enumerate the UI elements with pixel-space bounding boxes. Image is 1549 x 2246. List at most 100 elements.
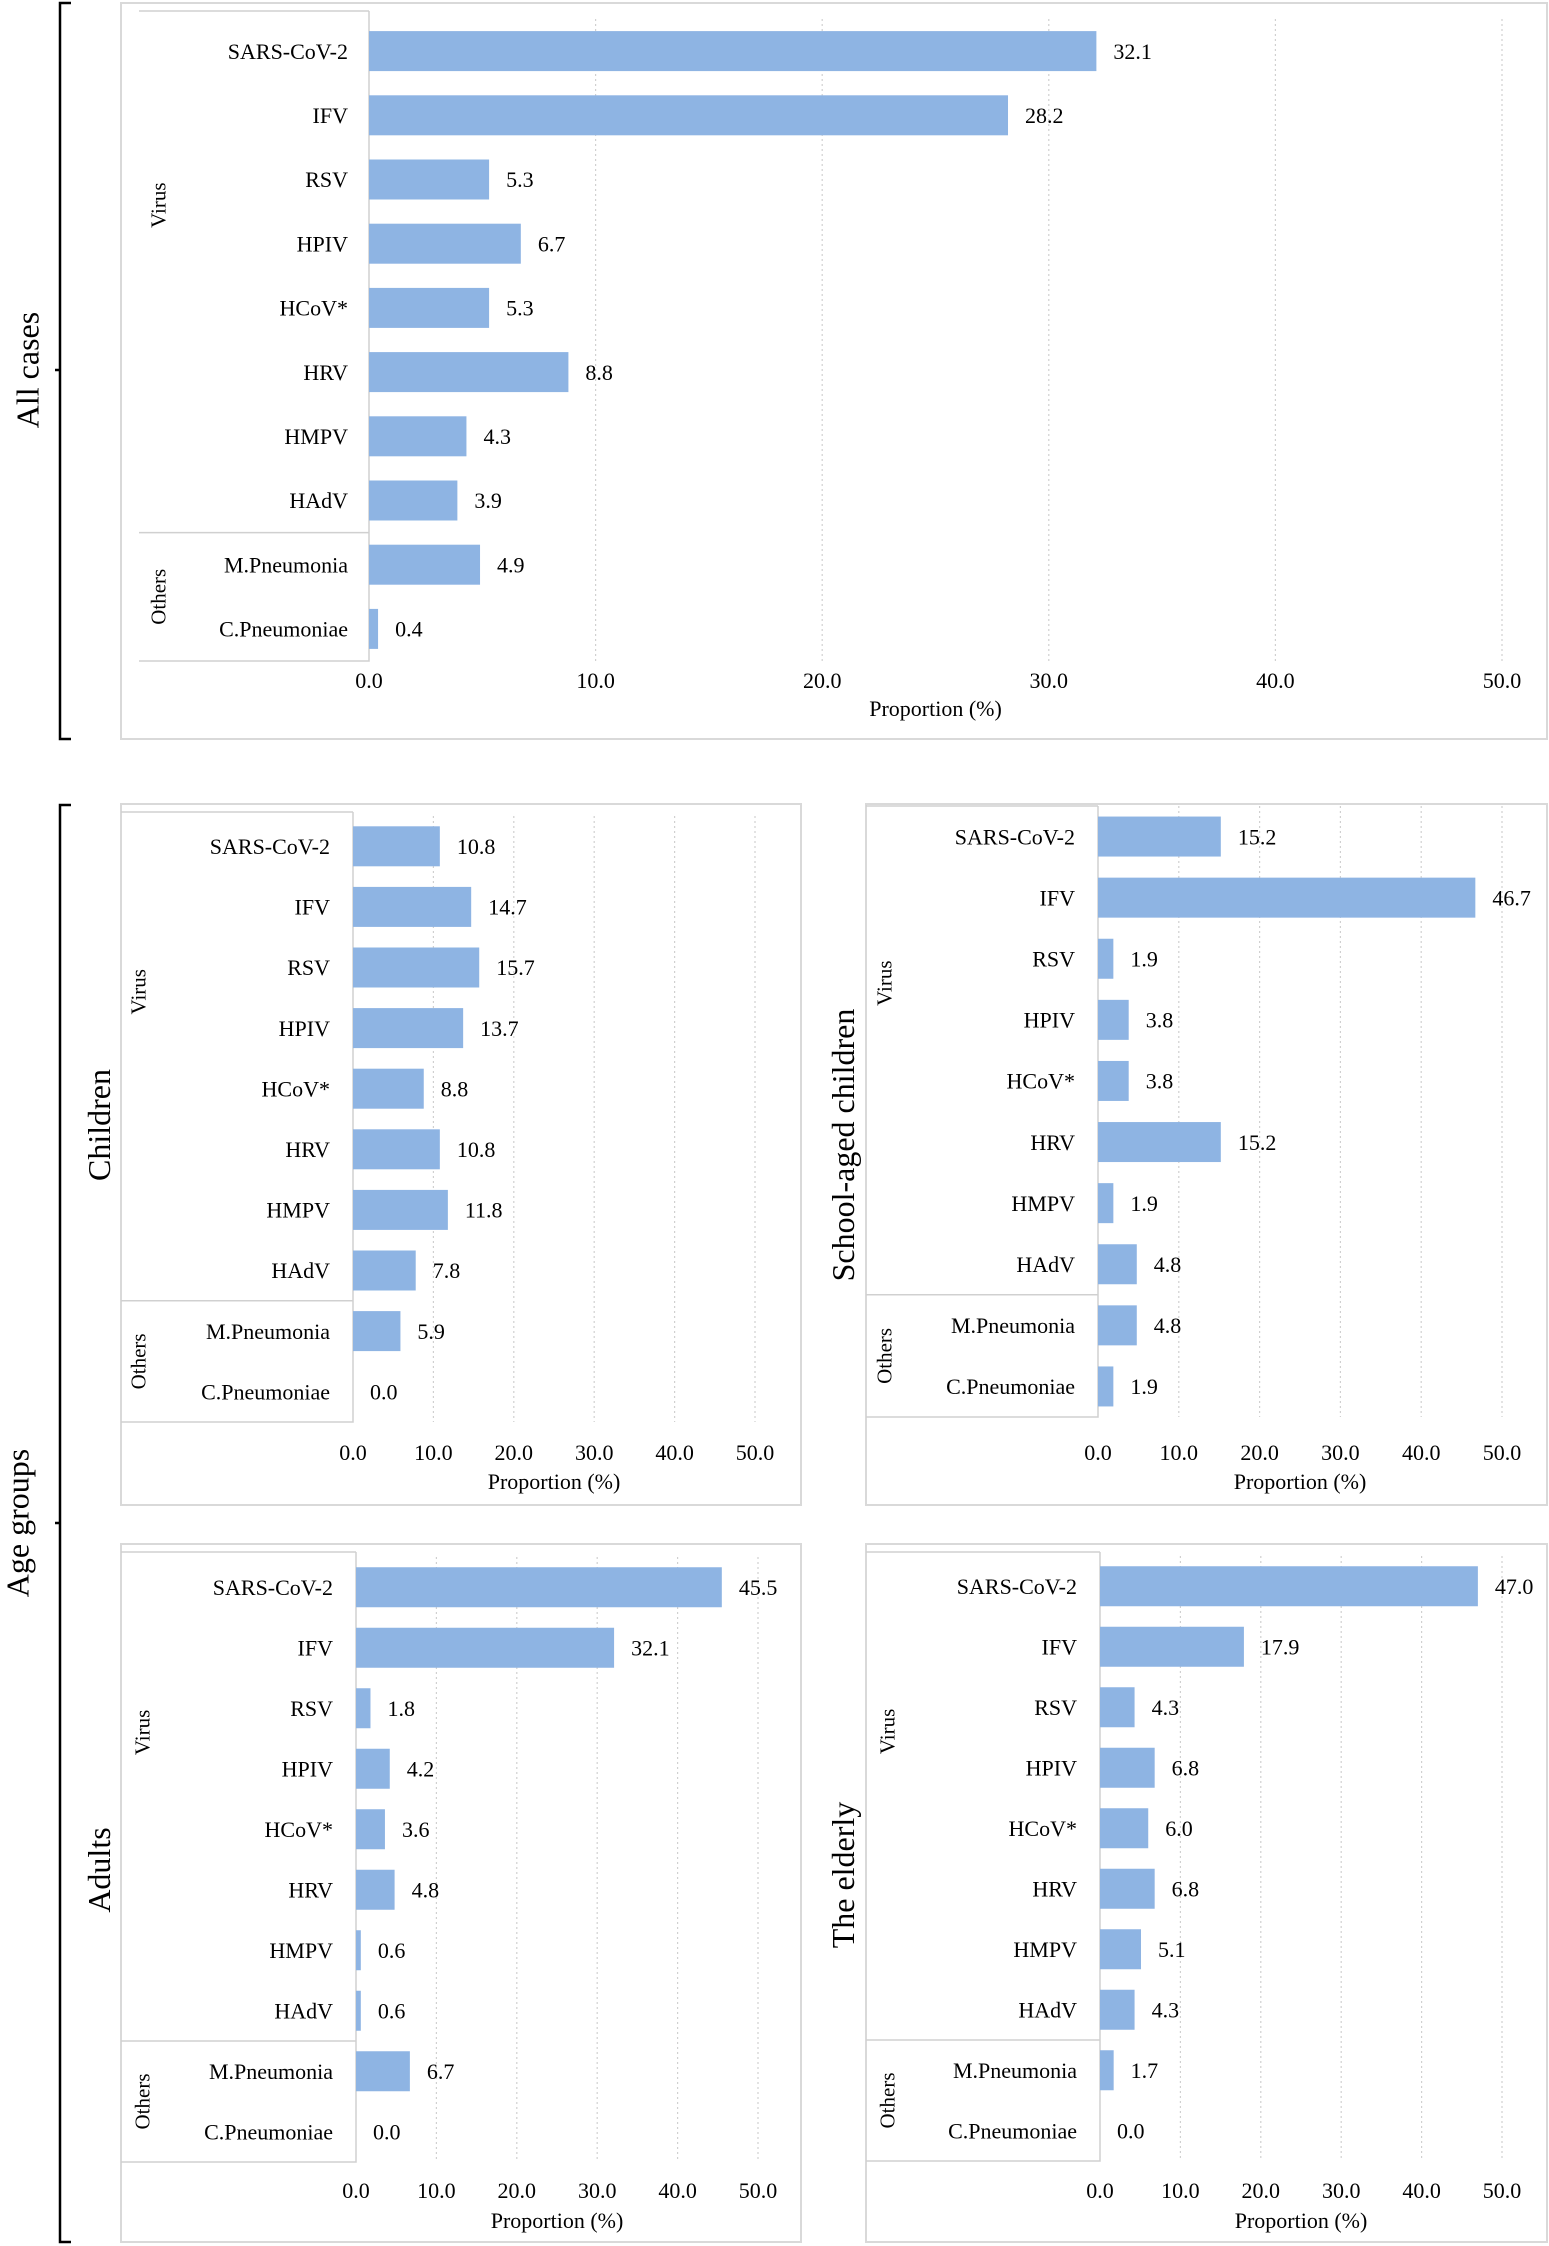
x-axis-label: Proportion (%) [491,2208,624,2233]
category-label: C.Pneumoniae [201,1379,330,1404]
category-label: HPIV [1026,1755,1077,1780]
bar [1100,1626,1244,1667]
group-label-all-cases: All cases [9,311,46,429]
bar [353,1008,464,1049]
panel-title: Adults [81,1827,117,1912]
chart-frame [865,803,1548,1506]
bar [356,1990,361,2031]
x-tick-label: 10.0 [576,668,615,693]
bar [353,1311,401,1352]
category-label: RSV [305,167,348,192]
bar-value-label: 45.5 [739,1575,778,1600]
bar [353,1189,448,1230]
category-group-label: Others [126,1333,150,1389]
x-tick-label: 10.0 [1160,1440,1199,1465]
x-tick-label: 30.0 [578,2178,617,2203]
x-axis-label: Proportion (%) [1234,1469,1367,1494]
category-label: M.Pneumonia [209,2059,333,2084]
category-label: HAdV [271,1258,330,1283]
bar [1100,1868,1155,1909]
category-label: C.Pneumoniae [219,617,348,642]
bar [1098,1366,1114,1407]
bar [1098,938,1114,979]
category-label: M.Pneumonia [951,1313,1075,1338]
bar-value-label: 1.7 [1131,2058,1159,2083]
bar [356,2051,410,2092]
category-label: HAdV [1018,1997,1077,2022]
bar-value-label: 6.7 [427,2059,455,2084]
category-label: HRV [303,360,348,385]
x-tick-label: 40.0 [655,1440,694,1465]
x-tick-label: 0.0 [355,668,383,693]
bar-value-label: 15.2 [1238,1130,1277,1155]
bar-value-label: 1.9 [1130,1191,1158,1216]
category-label: RSV [290,1696,333,1721]
bar-value-label: 8.8 [585,360,613,385]
bar-value-label: 14.7 [488,895,527,920]
category-label: HMPV [1011,1191,1075,1216]
x-axis-label: Proportion (%) [1235,2208,1368,2233]
panel-title: The elderly [825,1802,861,1949]
bar-value-label: 8.8 [441,1076,469,1101]
category-label: HPIV [282,1756,333,1781]
category-label: HRV [285,1137,330,1162]
category-label: RSV [1032,946,1075,971]
bar-value-label: 6.8 [1172,1755,1200,1780]
category-label: M.Pneumonia [953,2058,1077,2083]
x-tick-label: 20.0 [1242,2178,1281,2203]
category-label: HCoV* [262,1076,330,1101]
bar [369,416,467,457]
category-label: HAdV [274,1998,333,2023]
bar [369,608,379,649]
bar [1098,816,1221,857]
category-group-label: Virus [146,182,170,227]
bar [1098,1060,1129,1101]
category-label: HPIV [297,231,348,256]
category-group-label: Virus [875,1709,899,1754]
chart-children: 0.0 10.0 20.0 30.0 40.0 50.0 Proportion (%) Vir… [81,803,802,1506]
category-label: M.Pneumonia [224,552,348,577]
bar-value-label: 15.7 [496,955,535,980]
bar [356,1748,390,1789]
category-label: C.Pneumoniae [204,2119,333,2144]
bar [356,1567,722,1608]
bar-value-label: 4.9 [497,552,525,577]
x-tick-label: 30.0 [1322,2178,1361,2203]
x-tick-label: 0.0 [1084,1440,1112,1465]
bar-value-label: 5.3 [506,167,534,192]
bar [1098,999,1129,1040]
category-label: M.Pneumonia [206,1319,330,1344]
category-label: IFV [295,895,331,920]
category-label: IFV [298,1635,334,1660]
category-label: HCoV* [1009,1816,1077,1841]
bar [369,352,569,393]
category-label: RSV [1034,1695,1077,1720]
bar-value-label: 3.6 [402,1817,430,1842]
bar-value-label: 6.8 [1172,1876,1200,1901]
bar [353,1068,424,1109]
category-label: HAdV [1016,1252,1075,1277]
x-tick-label: 0.0 [1086,2178,1114,2203]
x-tick-label: 20.0 [1240,1440,1279,1465]
x-tick-label: 20.0 [803,668,842,693]
category-group-label: Others [130,2074,154,2130]
bar-value-label: 28.2 [1025,103,1064,128]
bar [369,287,490,328]
bar [1098,877,1476,918]
bar-value-label: 1.8 [387,1696,415,1721]
bar-value-label: 4.8 [1154,1252,1182,1277]
bar [356,1627,615,1668]
x-tick-label: 10.0 [417,2178,456,2203]
bracket-all-cases [55,1,71,741]
category-label: IFV [313,103,349,128]
bar-value-label: 0.0 [370,1379,398,1404]
bar [369,480,458,521]
bar [1098,1122,1221,1163]
chart-school: 0.0 10.0 20.0 30.0 40.0 50.0 Proportion (%) Vir… [825,803,1548,1506]
bar-value-label: 4.8 [412,1877,440,1902]
category-label: HMPV [269,1938,333,1963]
x-tick-label: 10.0 [1161,2178,1200,2203]
x-tick-label: 50.0 [1483,2178,1522,2203]
bar-value-label: 15.2 [1238,824,1277,849]
